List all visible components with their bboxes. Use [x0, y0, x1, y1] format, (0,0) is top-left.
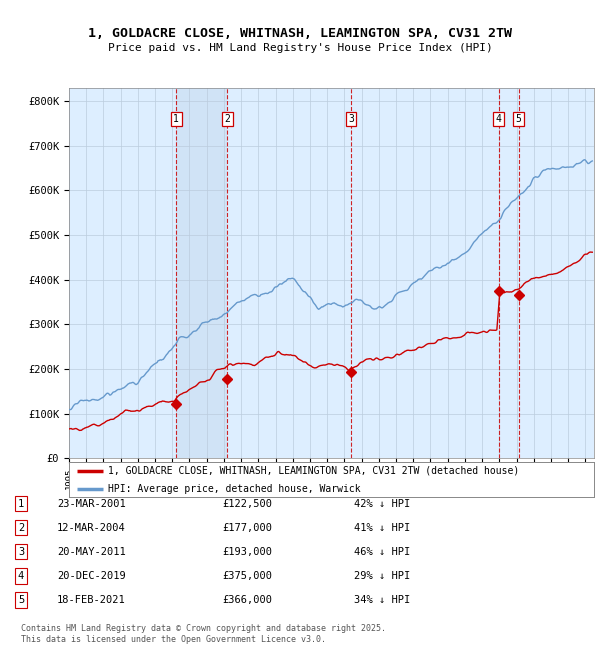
Text: 23-MAR-2001: 23-MAR-2001 — [57, 499, 126, 509]
Text: 1: 1 — [18, 499, 24, 509]
Text: 3: 3 — [348, 114, 354, 124]
Text: 29% ↓ HPI: 29% ↓ HPI — [354, 571, 410, 581]
Text: 12-MAR-2004: 12-MAR-2004 — [57, 523, 126, 533]
Text: 1, GOLDACRE CLOSE, WHITNASH, LEAMINGTON SPA, CV31 2TW (detached house): 1, GOLDACRE CLOSE, WHITNASH, LEAMINGTON … — [109, 466, 520, 476]
Text: HPI: Average price, detached house, Warwick: HPI: Average price, detached house, Warw… — [109, 484, 361, 493]
Text: 41% ↓ HPI: 41% ↓ HPI — [354, 523, 410, 533]
Text: 1, GOLDACRE CLOSE, WHITNASH, LEAMINGTON SPA, CV31 2TW: 1, GOLDACRE CLOSE, WHITNASH, LEAMINGTON … — [88, 27, 512, 40]
Text: 4: 4 — [496, 114, 502, 124]
Text: 5: 5 — [18, 595, 24, 605]
Text: £375,000: £375,000 — [222, 571, 272, 581]
Text: 18-FEB-2021: 18-FEB-2021 — [57, 595, 126, 605]
Text: Price paid vs. HM Land Registry's House Price Index (HPI): Price paid vs. HM Land Registry's House … — [107, 44, 493, 53]
Text: 1: 1 — [173, 114, 179, 124]
Text: 3: 3 — [18, 547, 24, 557]
Text: 42% ↓ HPI: 42% ↓ HPI — [354, 499, 410, 509]
Text: 2: 2 — [18, 523, 24, 533]
Text: £366,000: £366,000 — [222, 595, 272, 605]
Text: 4: 4 — [18, 571, 24, 581]
Text: Contains HM Land Registry data © Crown copyright and database right 2025.
This d: Contains HM Land Registry data © Crown c… — [21, 624, 386, 644]
Text: £122,500: £122,500 — [222, 499, 272, 509]
Bar — [176, 88, 227, 458]
Text: £177,000: £177,000 — [222, 523, 272, 533]
Text: 20-DEC-2019: 20-DEC-2019 — [57, 571, 126, 581]
Text: 20-MAY-2011: 20-MAY-2011 — [57, 547, 126, 557]
Text: 46% ↓ HPI: 46% ↓ HPI — [354, 547, 410, 557]
Text: 5: 5 — [515, 114, 521, 124]
Text: 34% ↓ HPI: 34% ↓ HPI — [354, 595, 410, 605]
Text: 2: 2 — [224, 114, 230, 124]
Text: £193,000: £193,000 — [222, 547, 272, 557]
